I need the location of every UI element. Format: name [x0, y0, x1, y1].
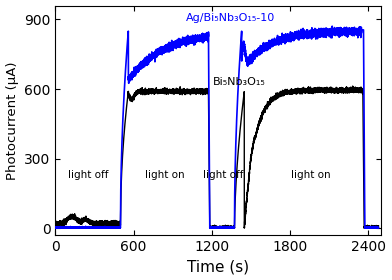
Y-axis label: Photocurrent (μA): Photocurrent (μA) — [5, 61, 18, 179]
Text: Ag/Bi₅Nb₃O₁₅-10: Ag/Bi₅Nb₃O₁₅-10 — [186, 13, 275, 23]
Text: light off: light off — [68, 170, 108, 180]
X-axis label: Time (s): Time (s) — [187, 260, 249, 274]
Text: light on: light on — [145, 170, 185, 180]
Text: Bi₅Nb₃O₁₅: Bi₅Nb₃O₁₅ — [213, 77, 266, 87]
Text: light on: light on — [291, 170, 330, 180]
Text: light off: light off — [203, 170, 244, 180]
